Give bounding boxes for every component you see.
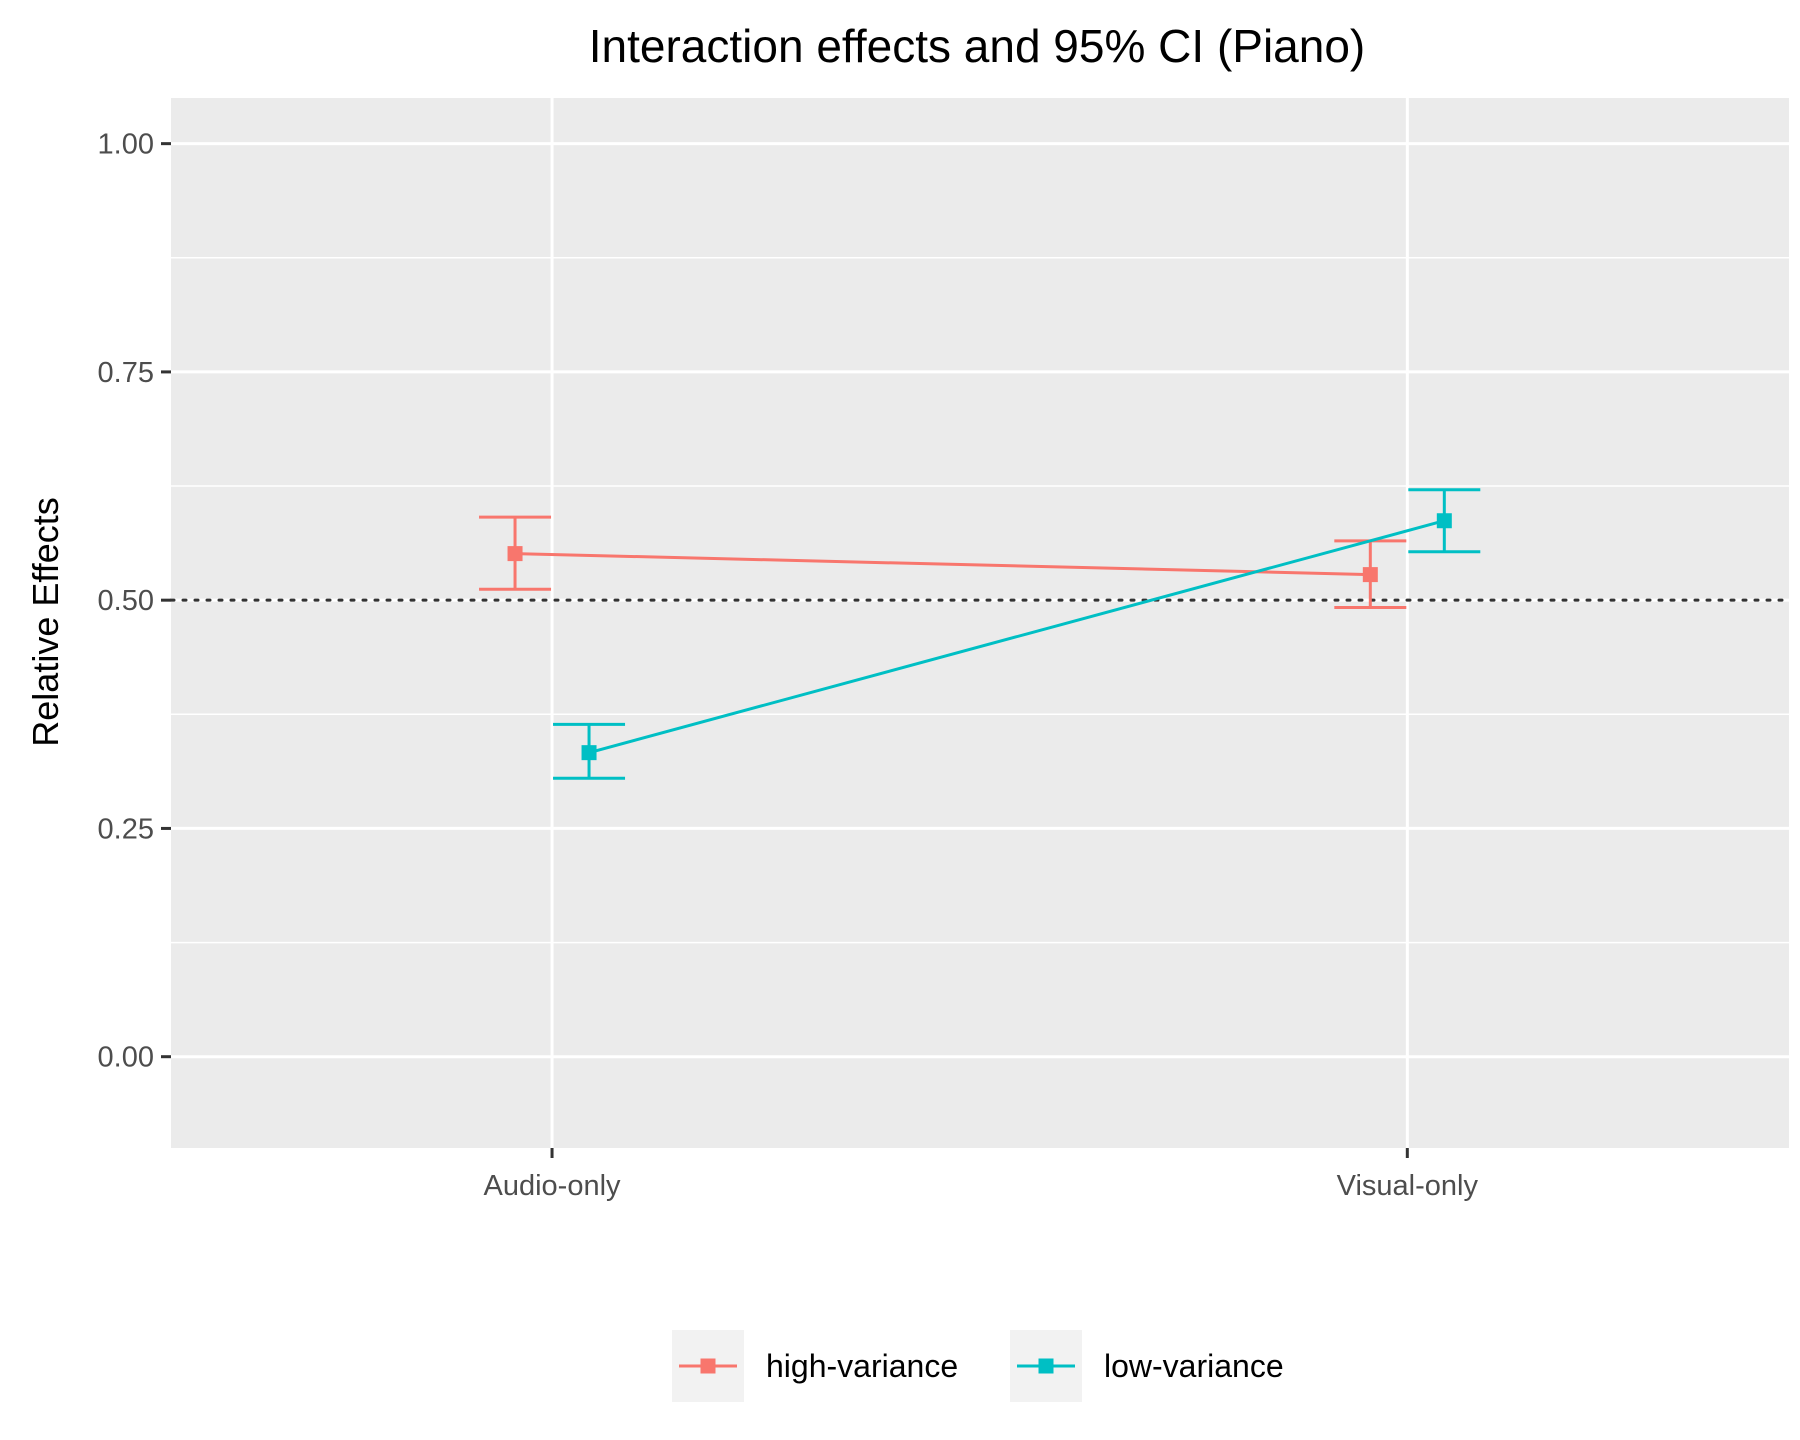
legend: high-variance low-variance [672,1330,1284,1402]
legend-label: high-variance [766,1348,958,1384]
y-tick-label: 0.00 [98,1042,154,1074]
x-tick-label: Visual-only [1337,1170,1479,1202]
x-tick-label: Audio-only [484,1170,622,1202]
y-tick-label: 0.25 [98,813,154,845]
grid-layer [171,98,1789,1148]
data-point [1362,567,1378,583]
series-line [515,552,1371,577]
data-point [1436,513,1452,529]
y-tick-label: 0.50 [98,585,154,617]
axis-layer: 0.00 0.25 0.50 0.75 1.00 Audio-only Visual-onl… [98,129,1479,1202]
legend-label: low-variance [1104,1348,1284,1384]
y-axis-label: Relative Effects [25,497,66,746]
plot-panel [171,98,1789,1148]
legend-key-marker [700,1358,716,1374]
legend-key-marker [1038,1358,1054,1374]
data-point [507,546,523,562]
data-point [581,745,597,761]
series-line [588,519,1445,755]
y-tick-label: 0.75 [98,357,154,389]
data-layer [169,488,1791,780]
y-tick-label: 1.00 [98,129,154,161]
chart-title: Interaction effects and 95% CI (Piano) [589,20,1365,72]
